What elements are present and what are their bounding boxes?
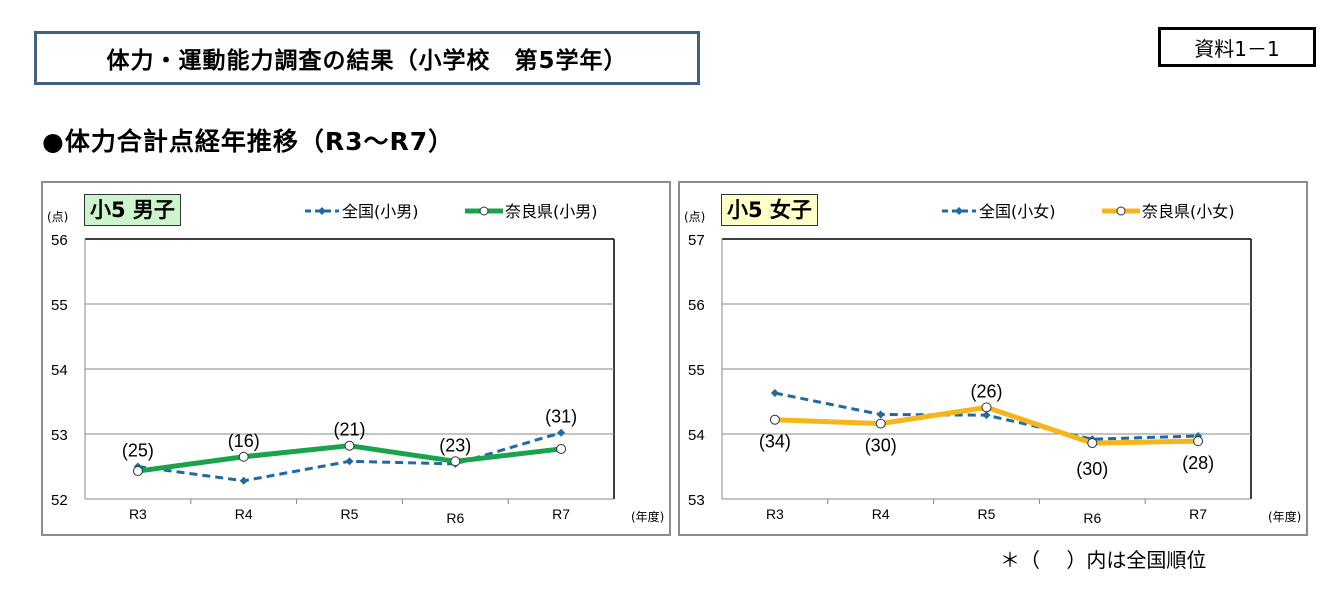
chart-badge-boys: 小5 男子 — [84, 194, 181, 226]
svg-text:奈良県(小女): 奈良県(小女) — [1142, 202, 1235, 221]
chart-girls: 53 54 55 56 57 R3 R4 R5 R6 R7 (年度) (点) 全国(小女) 奈良県(小女)… — [678, 181, 1308, 536]
svg-text:(21): (21) — [333, 420, 365, 440]
svg-text:(年度): (年度) — [631, 509, 664, 524]
svg-text:奈良県(小男): 奈良県(小男) — [505, 202, 598, 221]
svg-text:(34): (34) — [759, 432, 791, 452]
svg-text:全国(小女): 全国(小女) — [979, 202, 1056, 221]
svg-text:R4: R4 — [872, 506, 890, 522]
svg-text:56: 56 — [51, 232, 68, 249]
document-number: 資料1－1 — [1158, 27, 1316, 67]
footnote: ＊（ ）内は全国順位 — [1000, 548, 1207, 572]
svg-text:(31): (31) — [545, 407, 577, 427]
svg-text:52: 52 — [51, 492, 68, 509]
svg-text:(28): (28) — [1182, 453, 1214, 473]
svg-text:(26): (26) — [970, 381, 1002, 401]
svg-text:54: 54 — [688, 427, 705, 444]
svg-text:(16): (16) — [228, 431, 260, 451]
svg-text:(点): (点) — [47, 210, 68, 224]
svg-text:全国(小男): 全国(小男) — [342, 202, 419, 221]
chart-boys: 52 53 54 55 56 R3 R4 R5 R6 R7 (年度) (点) 全国(小男) 奈良県(小男)… — [41, 181, 671, 536]
svg-text:R5: R5 — [978, 506, 996, 522]
svg-text:R4: R4 — [235, 506, 253, 522]
svg-text:(30): (30) — [1076, 459, 1108, 479]
svg-text:R3: R3 — [129, 506, 147, 522]
svg-text:(点): (点) — [684, 210, 705, 224]
svg-text:55: 55 — [51, 297, 68, 314]
svg-text:(年度): (年度) — [1268, 509, 1301, 524]
chart-svg: 53 54 55 56 57 R3 R4 R5 R6 R7 (年度) (点) 全国(小女) 奈良県(小女)… — [684, 202, 1301, 526]
svg-text:55: 55 — [688, 362, 705, 379]
chart-svg: 52 53 54 55 56 R3 R4 R5 R6 R7 (年度) (点) 全国(小男) 奈良県(小男)… — [47, 202, 664, 526]
svg-text:(30): (30) — [865, 436, 897, 456]
page-title: 体力・運動能力調査の結果（小学校 第5学年） — [34, 31, 700, 85]
svg-text:54: 54 — [51, 362, 68, 379]
svg-text:R6: R6 — [446, 510, 464, 526]
section-subtitle: ●体力合計点経年推移（R3～R7） — [42, 127, 455, 156]
svg-text:(23): (23) — [439, 435, 471, 455]
svg-text:53: 53 — [51, 427, 68, 444]
svg-text:R7: R7 — [1189, 506, 1207, 522]
svg-text:R5: R5 — [341, 506, 359, 522]
svg-text:57: 57 — [688, 232, 705, 249]
svg-text:R7: R7 — [552, 506, 570, 522]
svg-text:53: 53 — [688, 492, 705, 509]
chart-badge-girls: 小5 女子 — [721, 194, 818, 226]
svg-text:R3: R3 — [766, 506, 784, 522]
svg-text:56: 56 — [688, 297, 705, 314]
svg-text:(25): (25) — [122, 441, 154, 461]
svg-text:R6: R6 — [1083, 510, 1101, 526]
